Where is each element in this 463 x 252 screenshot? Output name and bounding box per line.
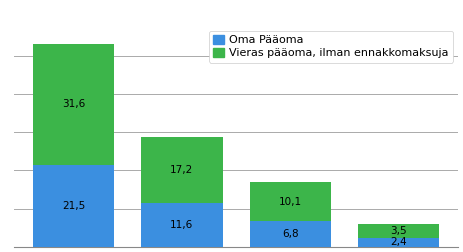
Bar xyxy=(33,165,114,247)
Text: 2,4: 2,4 xyxy=(390,237,407,247)
Bar xyxy=(358,238,439,247)
Bar xyxy=(141,137,223,203)
Bar xyxy=(358,224,439,238)
Legend: Oma Pääoma, Vieras pääoma, ilman ennakkomaksuja: Oma Pääoma, Vieras pääoma, ilman ennakko… xyxy=(209,31,453,63)
Text: 3,5: 3,5 xyxy=(390,226,407,236)
Bar xyxy=(33,44,114,165)
Text: 11,6: 11,6 xyxy=(170,220,194,230)
Bar xyxy=(250,221,331,247)
Text: 31,6: 31,6 xyxy=(62,99,85,109)
Bar xyxy=(250,182,331,221)
Bar xyxy=(141,203,223,247)
Text: 17,2: 17,2 xyxy=(170,165,194,175)
Text: 21,5: 21,5 xyxy=(62,201,85,211)
Text: 6,8: 6,8 xyxy=(282,229,299,239)
Text: 10,1: 10,1 xyxy=(279,197,302,207)
